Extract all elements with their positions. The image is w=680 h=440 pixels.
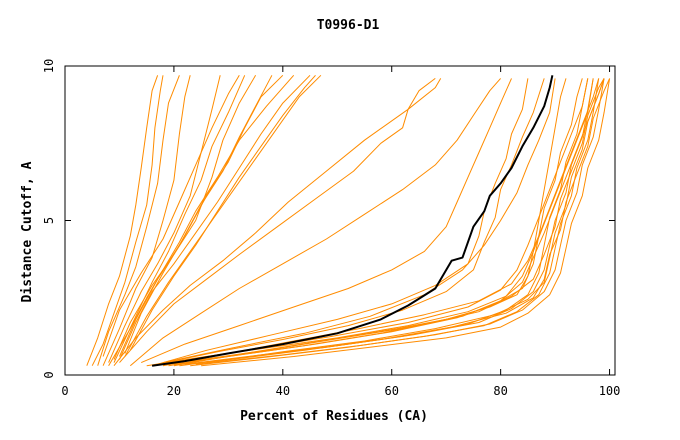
x-axis-label: Percent of Residues (CA) xyxy=(240,409,428,424)
series-line-m4 xyxy=(102,75,191,366)
plot-frame xyxy=(64,65,616,376)
series-layer xyxy=(86,74,611,367)
y-tick-label: 10 xyxy=(42,59,56,73)
x-tick-label: 80 xyxy=(493,384,507,398)
series-line-m3 xyxy=(97,75,180,366)
series-line-m20 xyxy=(157,78,545,365)
series-line-m5 xyxy=(108,75,221,363)
series-line-m14 xyxy=(129,74,316,351)
series-line-m15 xyxy=(113,78,442,367)
series-line-m12 xyxy=(119,74,311,360)
chart-title: T0996-D1 xyxy=(317,18,380,33)
series-line-m8 xyxy=(124,74,284,354)
series-line-m32 xyxy=(217,78,611,362)
x-tick-label: 40 xyxy=(276,384,290,398)
series-line-m19 xyxy=(151,78,529,367)
series-line-m27 xyxy=(195,78,605,365)
series-line-m6 xyxy=(113,75,257,360)
x-tick-label: 60 xyxy=(385,384,399,398)
x-tick-label: 0 xyxy=(61,384,68,398)
x-tick-label: 100 xyxy=(599,384,621,398)
series-line-m35 xyxy=(190,78,605,362)
y-axis-label: Distance Cutoff, A xyxy=(20,161,35,302)
series-line-m9 xyxy=(113,75,246,363)
series-line-m34 xyxy=(179,78,589,362)
series-line-m18 xyxy=(141,78,512,364)
series-line-m17 xyxy=(129,78,501,367)
highlight-series-line xyxy=(151,75,554,367)
series-line-m25 xyxy=(184,78,594,365)
series-line-m11 xyxy=(108,74,295,366)
y-tick-label: 0 xyxy=(42,371,56,378)
series-line-m16 xyxy=(119,78,436,363)
series-line-m1 xyxy=(86,75,159,366)
series-line-m33 xyxy=(146,78,594,367)
series-line-m10 xyxy=(102,75,240,357)
series-line-m22 xyxy=(168,78,567,367)
series-line-m23 xyxy=(173,78,583,365)
series-line-m21 xyxy=(162,78,556,364)
axis-ticks: 0 20 40 60 80 100 0 5 10 xyxy=(42,59,620,398)
series-line-m29 xyxy=(162,78,600,367)
series-line-m28 xyxy=(201,78,611,367)
y-tick-label: 5 xyxy=(42,217,56,224)
series-line-m31 xyxy=(206,78,605,364)
x-tick-label: 20 xyxy=(167,384,181,398)
series-line-m13 xyxy=(124,74,322,357)
series-line-m24 xyxy=(179,78,589,367)
series-line-m2 xyxy=(91,75,164,366)
